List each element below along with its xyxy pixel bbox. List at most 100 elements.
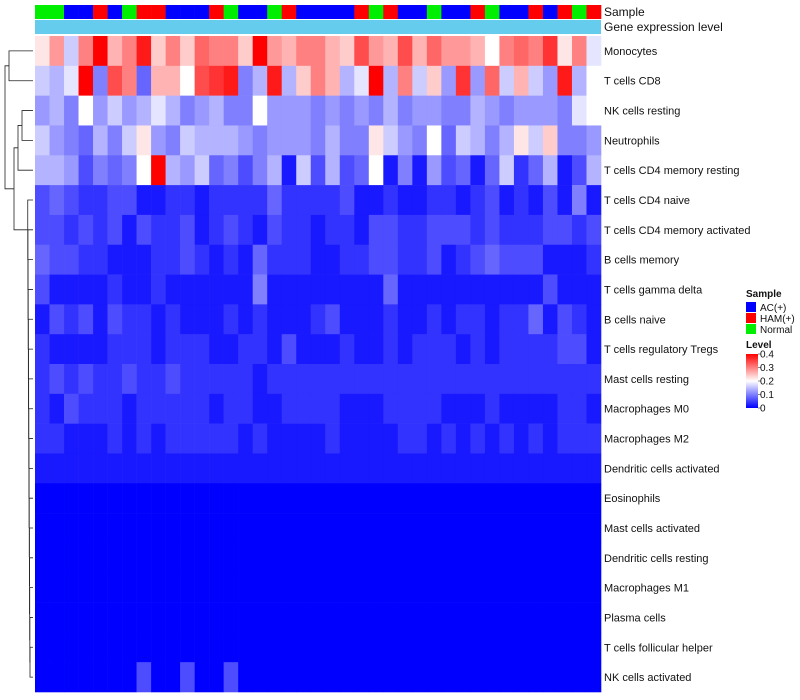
heatmap-cell: [136, 453, 152, 484]
heatmap-cell: [542, 662, 558, 693]
heatmap-cell: [223, 513, 239, 544]
heatmap-cell: [470, 602, 486, 633]
heatmap-cell: [93, 364, 108, 395]
heatmap-cell: [165, 274, 181, 305]
heatmap-cell: [571, 244, 587, 275]
heatmap-cell: [180, 393, 195, 424]
heatmap-cell: [209, 542, 224, 574]
heatmap-cell: [35, 542, 50, 574]
heatmap-cell: [455, 513, 471, 544]
heatmap-cell: [49, 274, 65, 305]
heatmap-cell: [281, 304, 297, 335]
heatmap-cell: [49, 453, 65, 484]
level-tick-label: 0.2: [760, 377, 774, 388]
heatmap-cell: [484, 572, 500, 603]
heatmap-cell: [107, 513, 123, 544]
heatmap-cell: [35, 513, 50, 544]
heatmap-cell: [368, 483, 384, 514]
heatmap-cell: [470, 364, 486, 395]
heatmap-cell: [383, 662, 399, 693]
row-label: Dendritic cells resting: [604, 553, 709, 565]
heatmap-cell: [354, 453, 370, 484]
heatmap-cell: [252, 65, 268, 96]
heatmap-cell: [499, 334, 515, 365]
heatmap-cell: [441, 274, 457, 305]
heatmap-cell: [397, 542, 413, 574]
heatmap-cell: [223, 572, 239, 603]
dendrogram-link: [21, 110, 33, 141]
heatmap-cell: [339, 393, 355, 424]
heatmap-cell: [354, 513, 370, 544]
heatmap-cell: [528, 602, 544, 633]
heatmap-cell: [325, 572, 341, 603]
heatmap-cell: [151, 542, 166, 574]
heatmap-cell: [571, 274, 587, 305]
heatmap-cell: [93, 36, 108, 67]
heatmap-cell: [557, 542, 573, 574]
heatmap-cell: [165, 632, 181, 663]
heatmap-cell: [296, 542, 312, 574]
heatmap-cell: [339, 423, 355, 454]
heatmap-cell: [252, 274, 268, 305]
heatmap-cell: [571, 453, 587, 484]
heatmap-cell: [296, 423, 312, 454]
heatmap-cell: [499, 572, 515, 603]
heatmap-cell: [93, 214, 108, 246]
heatmap-cell: [441, 244, 457, 275]
heatmap-cell: [180, 662, 195, 693]
heatmap-cell: [310, 95, 326, 126]
heatmap-cell: [296, 125, 312, 156]
heatmap-cell: [223, 36, 239, 67]
sample-annotation-cell: [499, 5, 515, 19]
heatmap-cell: [64, 334, 79, 365]
heatmap-cell: [528, 423, 544, 454]
heatmap-cell: [252, 244, 268, 275]
heatmap-cell: [165, 393, 181, 424]
heatmap-cell: [412, 36, 428, 67]
heatmap-cell: [78, 36, 94, 67]
heatmap-cell: [165, 602, 181, 633]
heatmap-cell: [93, 125, 108, 156]
heatmap-cell: [165, 364, 181, 395]
heatmap-cell: [165, 185, 181, 216]
heatmap-cell: [49, 214, 65, 246]
heatmap-cell: [339, 125, 355, 156]
sample-annotation-cell: [64, 5, 79, 19]
heatmap-cell: [513, 95, 529, 126]
heatmap-cell: [267, 125, 283, 156]
heatmap-cell: [267, 155, 283, 186]
heatmap-cell: [383, 632, 399, 663]
heatmap-cell: [296, 453, 312, 484]
heatmap-cell: [542, 364, 558, 395]
heatmap-cell: [325, 36, 341, 67]
heatmap-cell: [194, 304, 210, 335]
heatmap-cell: [441, 483, 457, 514]
heatmap-cell: [325, 65, 341, 96]
heatmap-cell: [194, 125, 210, 156]
heatmap-cell: [484, 542, 500, 574]
heatmap-cell: [586, 423, 602, 454]
heatmap-cell: [310, 453, 326, 484]
heatmap-cell: [35, 393, 50, 424]
heatmap-cell: [557, 95, 573, 126]
heatmap-cell: [49, 36, 65, 67]
heatmap-cell: [136, 334, 152, 365]
heatmap-cell: [107, 334, 123, 365]
heatmap-cell: [78, 65, 94, 96]
heatmap-cell: [136, 632, 152, 663]
heatmap-cell: [397, 244, 413, 275]
heatmap-cell: [325, 393, 341, 424]
sample-legend-swatch: [746, 302, 756, 312]
heatmap-cell: [194, 334, 210, 365]
heatmap-cell: [528, 95, 544, 126]
heatmap-cell: [78, 483, 94, 514]
heatmap-cell: [528, 513, 544, 544]
heatmap-cell: [441, 125, 457, 156]
heatmap-cell: [542, 632, 558, 663]
heatmap-cell: [310, 662, 326, 693]
heatmap-cell: [49, 483, 65, 514]
heatmap-cell: [180, 65, 195, 96]
heatmap-cell: [368, 453, 384, 484]
heatmap-cell: [325, 95, 341, 126]
sample-annotation-cell: [136, 5, 152, 19]
